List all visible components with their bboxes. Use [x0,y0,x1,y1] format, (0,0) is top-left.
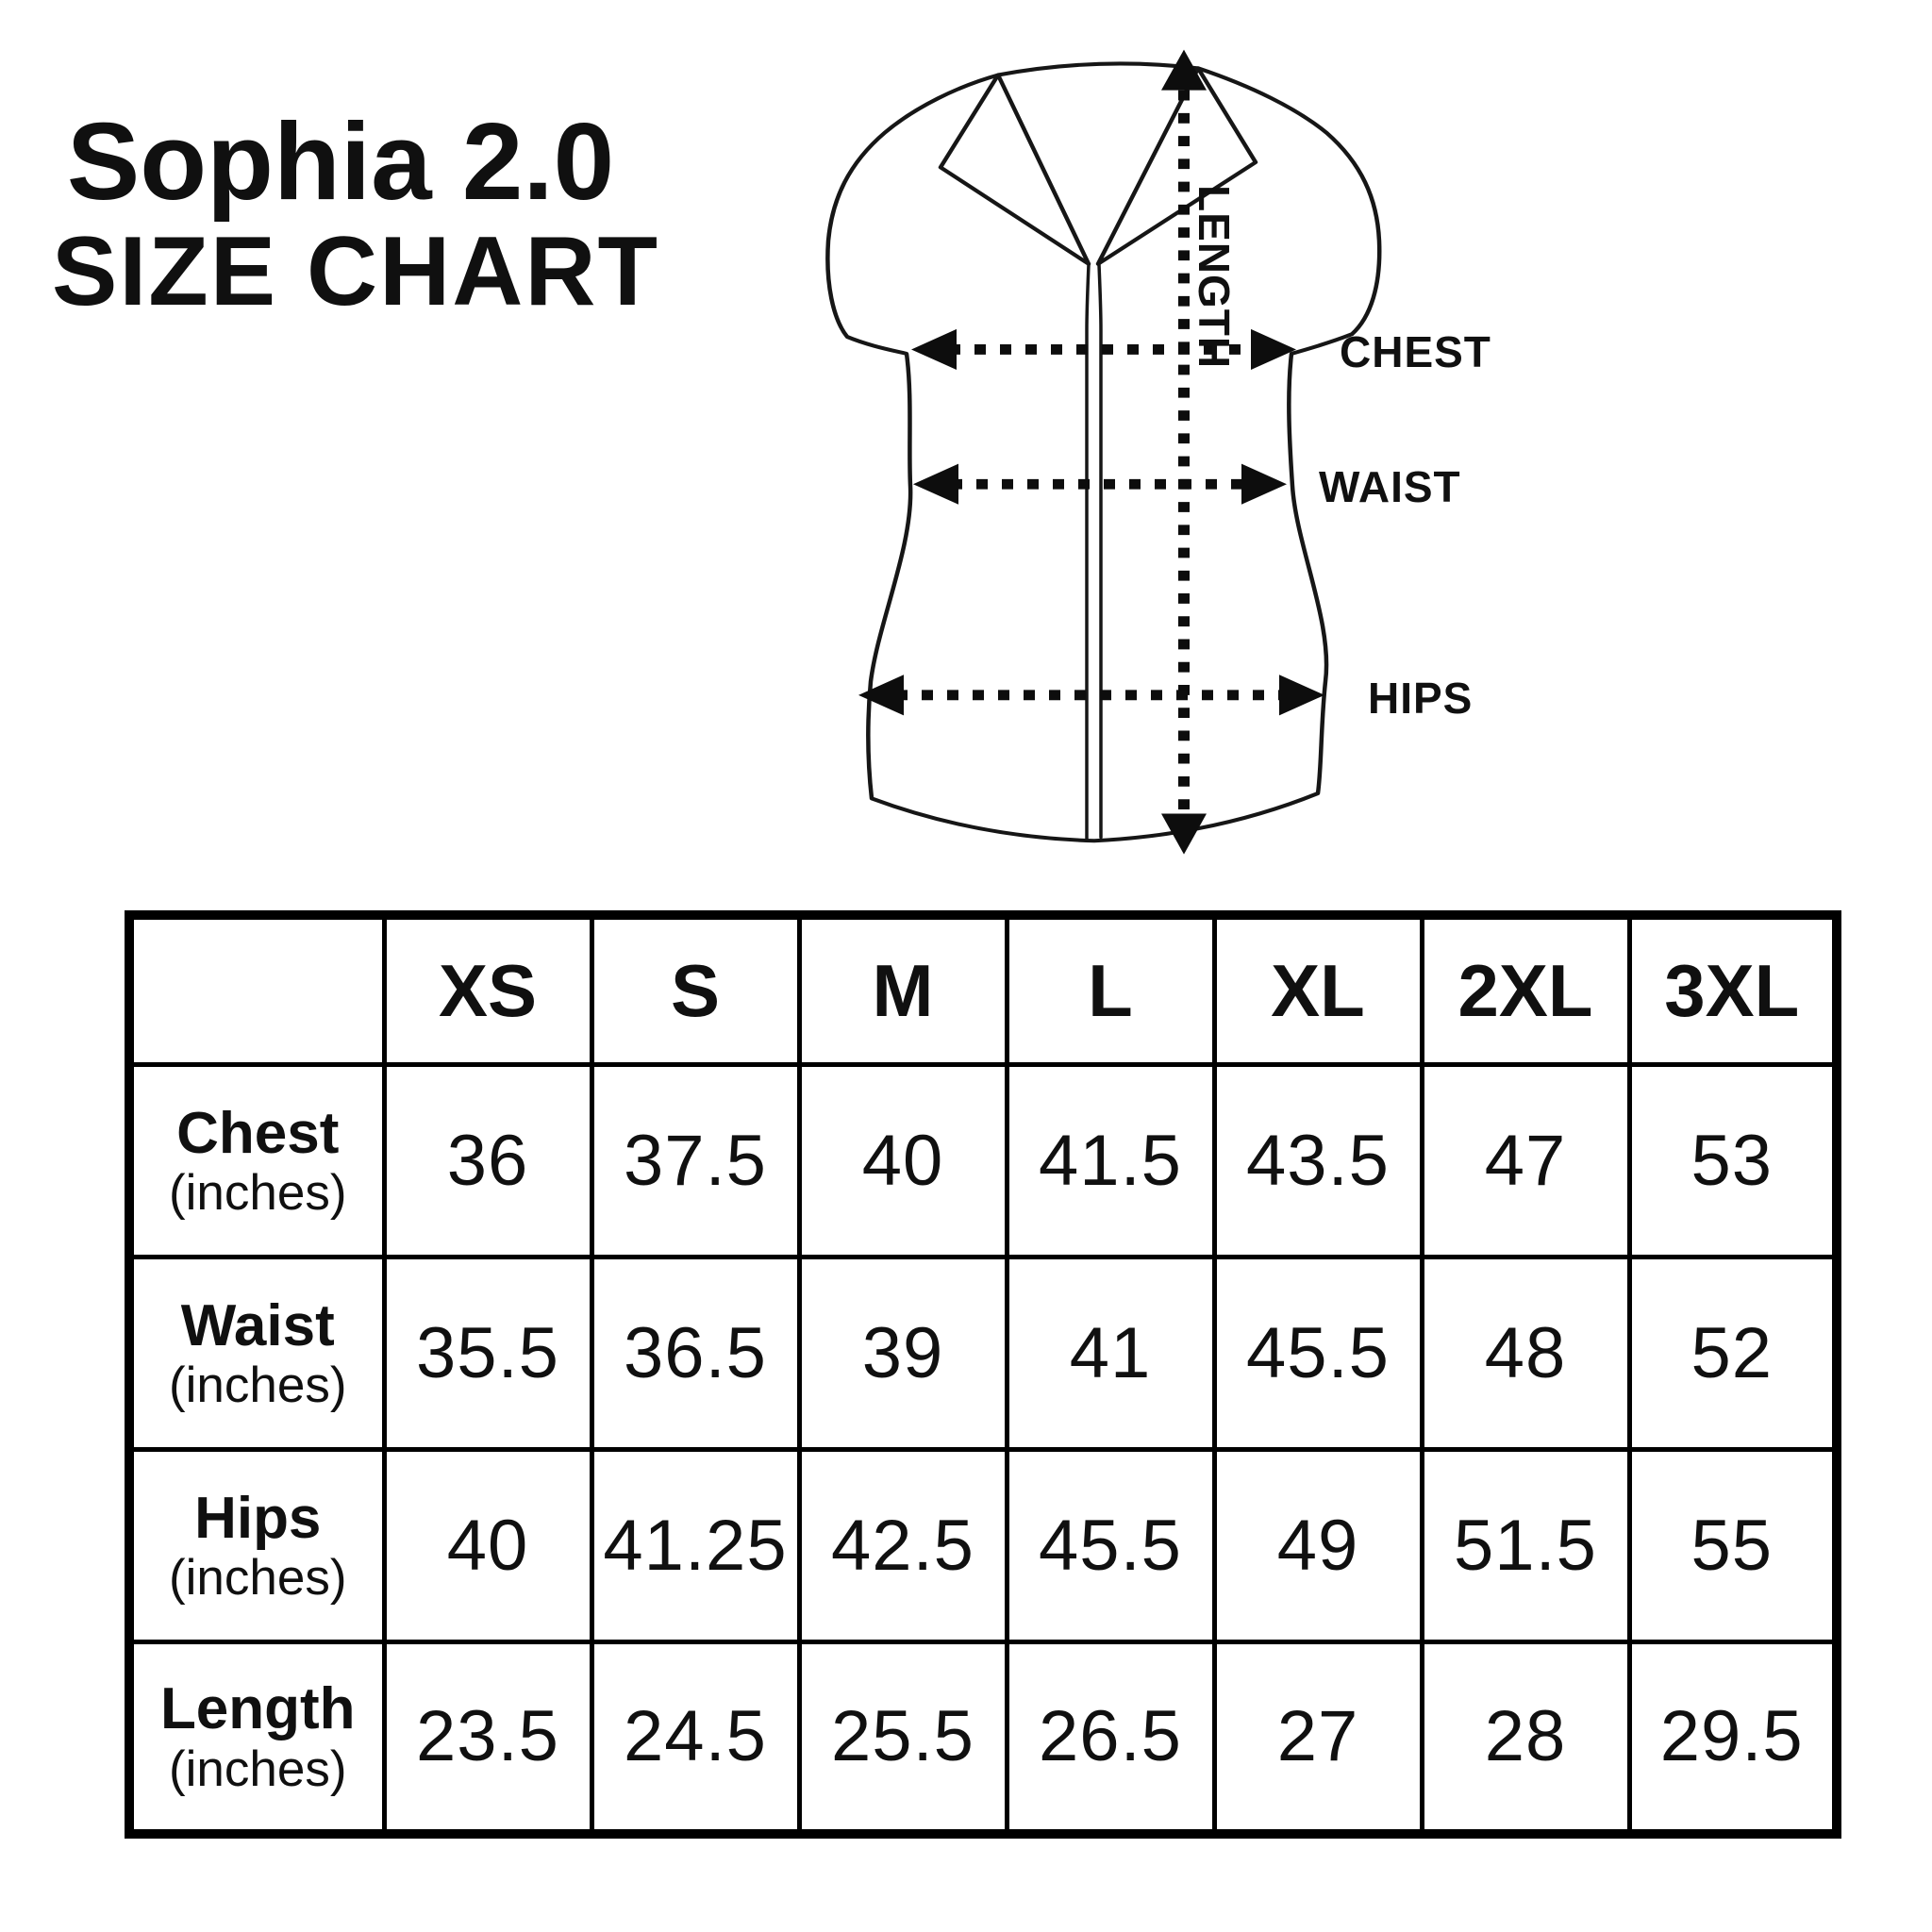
left-collar-lapel [938,73,1091,266]
waist-value-xl: 45.5 [1211,1254,1424,1452]
zipper-left-line [1085,263,1091,841]
chest-value-xs: 36 [381,1061,594,1259]
chest-value-xl: 43.5 [1211,1061,1424,1259]
row-label-text: Chest [176,1100,340,1166]
table-row-length: Length (inches) 23.5 24.5 25.5 26.5 27 2… [126,1639,1840,1837]
hips-measure-label: HIPS [1368,674,1474,723]
row-label-hips: Hips (inches) [126,1446,387,1644]
hips-value-3xl: 55 [1626,1446,1840,1644]
size-header-xs: XS [381,912,594,1067]
length-value-xs: 23.5 [381,1639,594,1837]
row-label-length: Length (inches) [126,1639,387,1837]
chest-value-s: 37.5 [589,1061,802,1259]
hips-value-xs: 40 [381,1446,594,1644]
size-header-m: M [796,912,1009,1067]
garment-diagram [825,49,1382,855]
page-title-line1: Sophia 2.0 [66,100,615,223]
page-title: Sophia 2.0 SIZE CHART [52,100,659,326]
length-value-s: 24.5 [589,1639,802,1837]
row-label-text: Length [159,1676,356,1742]
length-measure-label: LENGTH [1190,185,1239,370]
size-header-s: S [589,912,802,1067]
garment-body-outline [825,61,1382,843]
row-label-text: Hips [194,1485,322,1551]
row-label-waist: Waist (inches) [126,1254,387,1452]
waist-value-l: 41 [1004,1254,1217,1452]
waist-value-2xl: 48 [1419,1254,1632,1452]
chest-arrow-icon [911,328,1296,370]
zipper-right-line [1097,263,1103,840]
waist-value-xs: 35.5 [381,1254,594,1452]
size-chart-table: XS S M L XL 2XL 3XL Chest (inches) 36 37… [125,910,1841,1839]
length-arrow-icon [1161,49,1207,855]
size-header-2xl: 2XL [1419,912,1632,1067]
row-label-unit: (inches) [168,1357,347,1414]
waist-value-s: 36.5 [589,1254,802,1452]
hips-value-l: 45.5 [1004,1446,1217,1644]
table-row-chest: Chest (inches) 36 37.5 40 41.5 43.5 47 5… [126,1061,1840,1259]
row-label-unit: (inches) [168,1740,347,1797]
size-header-3xl: 3XL [1626,912,1840,1067]
corner-cell [126,912,387,1067]
hips-arrow-icon [858,675,1324,716]
right-collar-lapel [1095,66,1258,266]
chest-value-m: 40 [796,1061,1009,1259]
row-label-unit: (inches) [168,1165,347,1222]
row-label-chest: Chest (inches) [126,1061,387,1259]
chest-value-l: 41.5 [1004,1061,1217,1259]
waist-measure-label: WAIST [1319,462,1461,511]
table-row-waist: Waist (inches) 35.5 36.5 39 41 45.5 48 5… [126,1254,1840,1452]
garment-outline [825,61,1382,843]
chest-value-2xl: 47 [1419,1061,1632,1259]
hips-value-xl: 49 [1211,1446,1424,1644]
size-header-row: XS S M L XL 2XL 3XL [126,912,1840,1067]
page-title-line2: SIZE CHART [52,216,659,326]
length-value-l: 26.5 [1004,1639,1217,1837]
size-header-xl: XL [1211,912,1424,1067]
chest-value-3xl: 53 [1626,1061,1840,1259]
hips-value-s: 41.25 [589,1446,802,1644]
length-value-2xl: 28 [1419,1639,1632,1837]
hips-value-2xl: 51.5 [1419,1446,1632,1644]
row-label-unit: (inches) [168,1550,347,1607]
hips-value-m: 42.5 [796,1446,1009,1644]
waist-value-m: 39 [796,1254,1009,1452]
waist-value-3xl: 52 [1626,1254,1840,1452]
waist-arrow-icon [913,463,1287,505]
length-value-xl: 27 [1211,1639,1424,1837]
row-label-text: Waist [180,1292,335,1358]
table-row-hips: Hips (inches) 40 41.25 42.5 45.5 49 51.5… [126,1446,1840,1644]
length-value-3xl: 29.5 [1626,1639,1840,1837]
length-value-m: 25.5 [796,1639,1009,1837]
size-header-l: L [1004,912,1217,1067]
chest-measure-label: CHEST [1340,327,1491,376]
